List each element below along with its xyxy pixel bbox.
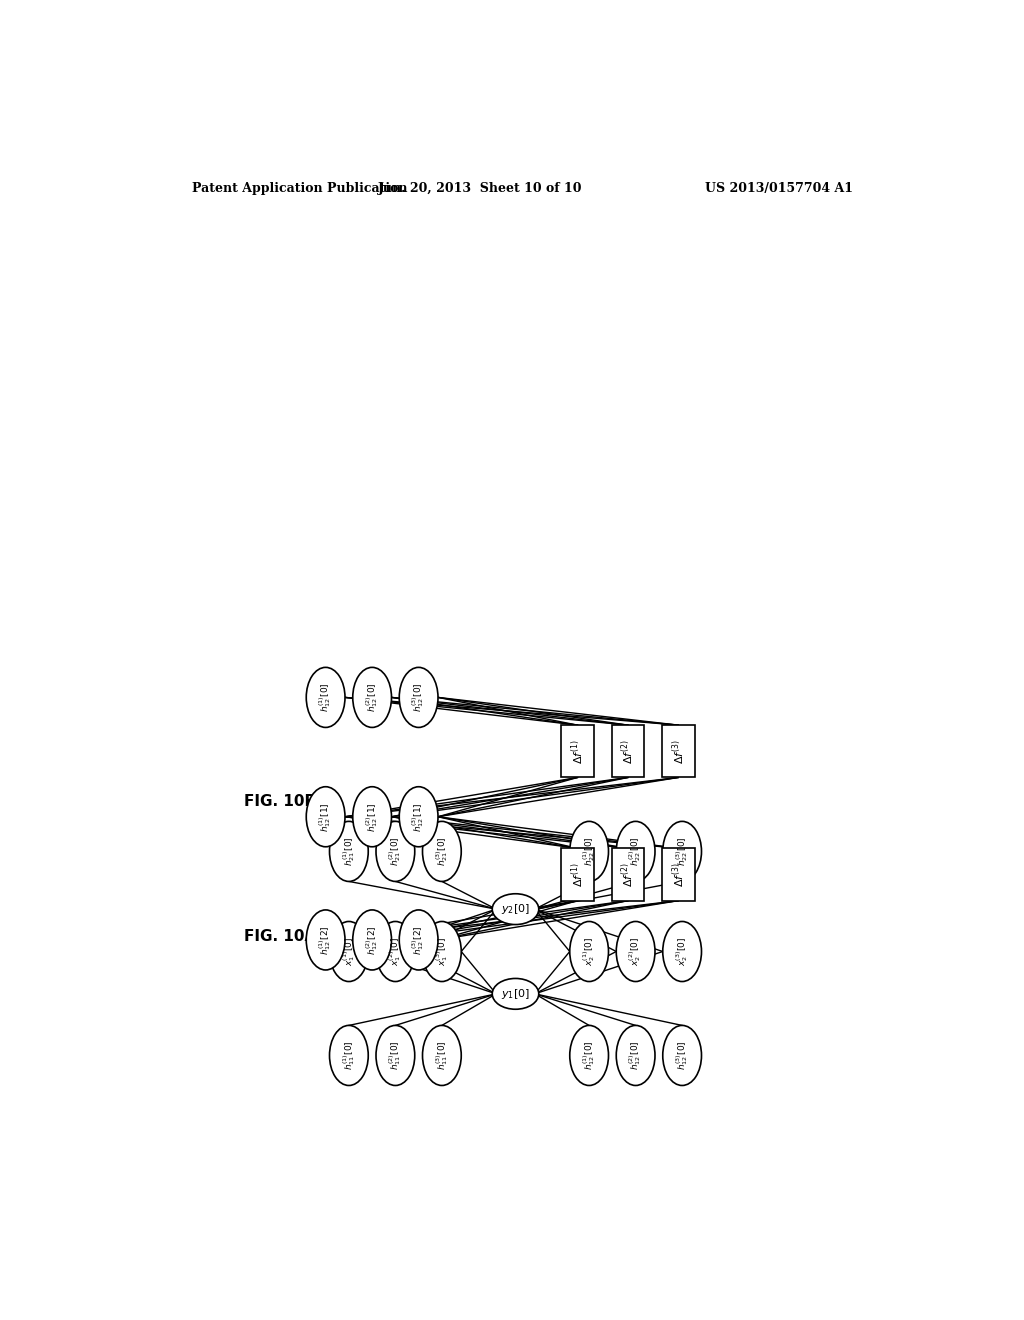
Ellipse shape	[306, 668, 345, 727]
FancyBboxPatch shape	[611, 725, 644, 777]
Ellipse shape	[616, 921, 655, 982]
FancyBboxPatch shape	[561, 849, 594, 900]
Text: $h_{12}^{(3)}[2]$: $h_{12}^{(3)}[2]$	[411, 925, 426, 954]
Ellipse shape	[493, 978, 539, 1010]
Ellipse shape	[663, 921, 701, 982]
Ellipse shape	[306, 909, 345, 970]
Ellipse shape	[663, 1026, 701, 1085]
Ellipse shape	[399, 787, 438, 847]
Text: $h_{21}^{(2)}[0]$: $h_{21}^{(2)}[0]$	[387, 837, 403, 866]
Text: $\Delta f^{(1)}$: $\Delta f^{(1)}$	[569, 862, 586, 887]
Text: $y_1[0]$: $y_1[0]$	[501, 987, 530, 1001]
Ellipse shape	[330, 921, 369, 982]
FancyBboxPatch shape	[662, 849, 694, 900]
Text: $h_{22}^{(3)}[0]$: $h_{22}^{(3)}[0]$	[675, 837, 690, 866]
Text: $h_{22}^{(1)}[0]$: $h_{22}^{(1)}[0]$	[582, 837, 597, 866]
FancyBboxPatch shape	[611, 849, 644, 900]
Ellipse shape	[352, 668, 391, 727]
Ellipse shape	[423, 1026, 461, 1085]
Text: $y_2[0]$: $y_2[0]$	[501, 902, 530, 916]
Ellipse shape	[423, 921, 461, 982]
Text: $h_{21}^{(1)}[0]$: $h_{21}^{(1)}[0]$	[341, 837, 356, 866]
Text: FIG. 10B: FIG. 10B	[245, 793, 316, 809]
Ellipse shape	[376, 921, 415, 982]
Text: $x_2^{(2)}[0]$: $x_2^{(2)}[0]$	[628, 937, 643, 966]
Ellipse shape	[569, 1026, 608, 1085]
Text: $h_{12}^{(2)}[0]$: $h_{12}^{(2)}[0]$	[365, 682, 380, 713]
Text: $h_{12}^{(3)}[1]$: $h_{12}^{(3)}[1]$	[411, 803, 426, 832]
Ellipse shape	[306, 787, 345, 847]
Text: $h_{12}^{(2)}[2]$: $h_{12}^{(2)}[2]$	[365, 925, 380, 954]
Text: $h_{12}^{(1)}[0]$: $h_{12}^{(1)}[0]$	[582, 1040, 597, 1071]
Text: $\Delta f^{(2)}$: $\Delta f^{(2)}$	[620, 862, 636, 887]
Ellipse shape	[376, 1026, 415, 1085]
Text: US 2013/0157704 A1: US 2013/0157704 A1	[705, 182, 853, 194]
Ellipse shape	[352, 787, 391, 847]
Ellipse shape	[423, 821, 461, 882]
Text: Patent Application Publication: Patent Application Publication	[191, 182, 408, 194]
Text: FIG. 10A: FIG. 10A	[245, 928, 316, 944]
Text: $h_{12}^{(1)}[0]$: $h_{12}^{(1)}[0]$	[317, 682, 334, 713]
Ellipse shape	[330, 1026, 369, 1085]
Text: $h_{12}^{(2)}[0]$: $h_{12}^{(2)}[0]$	[628, 1040, 643, 1071]
Ellipse shape	[569, 921, 608, 982]
Text: $\Delta f^{(3)}$: $\Delta f^{(3)}$	[670, 739, 686, 764]
Ellipse shape	[330, 821, 369, 882]
Text: $x_1^{(1)}[0]$: $x_1^{(1)}[0]$	[341, 937, 356, 966]
Text: $x_1^{(2)}[0]$: $x_1^{(2)}[0]$	[387, 937, 403, 966]
Ellipse shape	[616, 1026, 655, 1085]
FancyBboxPatch shape	[561, 725, 594, 777]
FancyBboxPatch shape	[662, 725, 694, 777]
Text: $h_{12}^{(3)}[0]$: $h_{12}^{(3)}[0]$	[675, 1040, 690, 1071]
Text: $h_{22}^{(2)}[0]$: $h_{22}^{(2)}[0]$	[628, 837, 643, 866]
Ellipse shape	[399, 909, 438, 970]
Ellipse shape	[616, 821, 655, 882]
Ellipse shape	[399, 668, 438, 727]
Text: $h_{12}^{(1)}[1]$: $h_{12}^{(1)}[1]$	[317, 803, 334, 832]
Text: $h_{12}^{(1)}[2]$: $h_{12}^{(1)}[2]$	[317, 925, 334, 954]
Text: $h_{12}^{(2)}[1]$: $h_{12}^{(2)}[1]$	[365, 803, 380, 832]
Text: $h_{12}^{(3)}[0]$: $h_{12}^{(3)}[0]$	[411, 682, 426, 713]
Ellipse shape	[352, 909, 391, 970]
Text: $h_{21}^{(3)}[0]$: $h_{21}^{(3)}[0]$	[434, 837, 450, 866]
Text: $h_{11}^{(2)}[0]$: $h_{11}^{(2)}[0]$	[387, 1040, 403, 1071]
Text: $x_1^{(3)}[0]$: $x_1^{(3)}[0]$	[434, 937, 450, 966]
Text: $x_2^{(1)}[0]$: $x_2^{(1)}[0]$	[582, 937, 597, 966]
Ellipse shape	[569, 821, 608, 882]
Text: $h_{11}^{(3)}[0]$: $h_{11}^{(3)}[0]$	[434, 1040, 450, 1071]
Text: $h_{11}^{(1)}[0]$: $h_{11}^{(1)}[0]$	[341, 1040, 356, 1071]
Text: $x_2^{(3)}[0]$: $x_2^{(3)}[0]$	[675, 937, 690, 966]
Text: $\Delta f^{(1)}$: $\Delta f^{(1)}$	[569, 739, 586, 764]
Text: Jun. 20, 2013  Sheet 10 of 10: Jun. 20, 2013 Sheet 10 of 10	[379, 182, 583, 194]
Ellipse shape	[663, 821, 701, 882]
Ellipse shape	[493, 894, 539, 924]
Text: $\Delta f^{(2)}$: $\Delta f^{(2)}$	[620, 739, 636, 764]
Ellipse shape	[376, 821, 415, 882]
Text: $\Delta f^{(3)}$: $\Delta f^{(3)}$	[670, 862, 686, 887]
